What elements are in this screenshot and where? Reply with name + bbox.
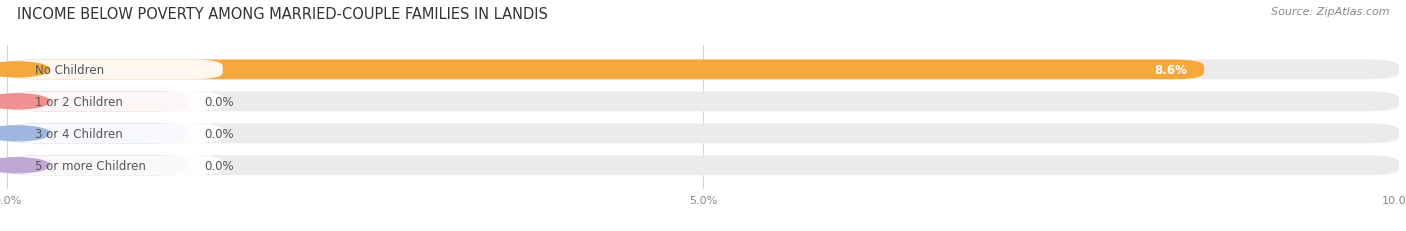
Circle shape [0, 158, 49, 173]
FancyBboxPatch shape [7, 156, 188, 175]
FancyBboxPatch shape [7, 92, 222, 112]
FancyBboxPatch shape [7, 60, 222, 80]
Text: 1 or 2 Children: 1 or 2 Children [35, 95, 122, 108]
Text: No Children: No Children [35, 64, 104, 76]
FancyBboxPatch shape [7, 60, 1204, 80]
Text: 5 or more Children: 5 or more Children [35, 159, 146, 172]
FancyBboxPatch shape [7, 156, 1399, 175]
FancyBboxPatch shape [7, 124, 222, 144]
Circle shape [0, 63, 49, 78]
Text: 0.0%: 0.0% [205, 159, 235, 172]
FancyBboxPatch shape [7, 92, 1399, 112]
Text: 3 or 4 Children: 3 or 4 Children [35, 127, 122, 140]
Text: 8.6%: 8.6% [1154, 64, 1188, 76]
Text: INCOME BELOW POVERTY AMONG MARRIED-COUPLE FAMILIES IN LANDIS: INCOME BELOW POVERTY AMONG MARRIED-COUPL… [17, 7, 548, 22]
FancyBboxPatch shape [7, 124, 1399, 144]
FancyBboxPatch shape [7, 124, 188, 144]
FancyBboxPatch shape [7, 156, 222, 175]
FancyBboxPatch shape [7, 60, 1399, 80]
Text: 0.0%: 0.0% [205, 127, 235, 140]
Circle shape [0, 126, 49, 141]
Circle shape [0, 94, 49, 109]
FancyBboxPatch shape [7, 92, 188, 112]
Text: 0.0%: 0.0% [205, 95, 235, 108]
Text: Source: ZipAtlas.com: Source: ZipAtlas.com [1271, 7, 1389, 17]
